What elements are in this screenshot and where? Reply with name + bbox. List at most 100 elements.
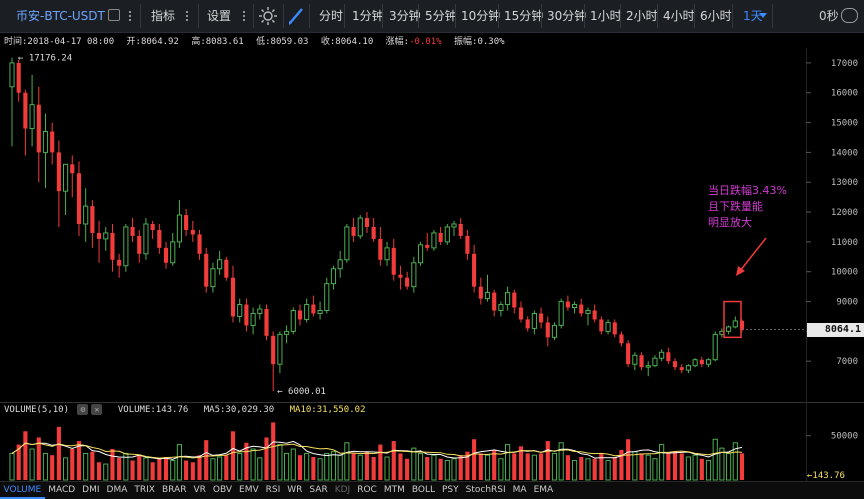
info-change-value: -0.01%: [409, 37, 442, 47]
indicator-tab-sar[interactable]: SAR: [309, 485, 328, 495]
candle-body: [391, 247, 396, 275]
candle-body: [498, 304, 504, 311]
volume-bar: [599, 453, 604, 480]
volume-bar: [364, 451, 370, 480]
period-1[interactable]: 分时: [319, 9, 344, 23]
indicator-tab-trix[interactable]: TRIX: [134, 485, 155, 495]
volume-bar: [284, 452, 290, 481]
volume-bar: [137, 455, 142, 480]
more-icon[interactable]: [125, 5, 135, 27]
close-icon[interactable]: ✕: [91, 404, 103, 415]
indicator-tab-stochrsi[interactable]: StochRSI: [465, 485, 506, 495]
indicator-tab-kdj[interactable]: KDJ: [334, 485, 351, 495]
period-7[interactable]: 30分钟: [547, 9, 587, 23]
volume-bar: [699, 458, 704, 480]
candle-body: [311, 304, 316, 314]
indicator-tab-boll[interactable]: BOLL: [411, 485, 435, 495]
symbol-selector[interactable]: 币安-BTC-USDT: [16, 9, 105, 23]
volume-bar: [492, 449, 497, 480]
candle-body: [344, 226, 350, 261]
candle-body: [639, 355, 644, 368]
chevron-down-icon[interactable]: [759, 13, 767, 18]
price-axis-label: 16000: [831, 89, 858, 99]
drawing-tool-icon[interactable]: [287, 6, 305, 26]
volume-bar: [190, 462, 195, 480]
candle-body: [558, 301, 564, 326]
theme-toggle-icon[interactable]: [258, 6, 278, 26]
candle-body: [117, 259, 122, 266]
period-10[interactable]: 4小时: [663, 9, 695, 23]
period-3[interactable]: 3分钟: [389, 9, 421, 23]
volume-bar: [378, 444, 383, 480]
volume-bar: [237, 452, 243, 481]
period-active[interactable]: 1天: [743, 9, 763, 23]
indicators-button[interactable]: 指标: [151, 9, 176, 23]
period-5[interactable]: 10分钟: [461, 9, 501, 23]
candle-body: [565, 301, 570, 308]
indicator-tab-mtm[interactable]: MTM: [383, 485, 405, 495]
indicator-tab-emv[interactable]: EMV: [239, 485, 259, 495]
settings-button[interactable]: 设置: [207, 9, 232, 23]
candle-body: [699, 359, 704, 365]
indicator-tab-vr[interactable]: VR: [193, 485, 206, 495]
candle-body: [472, 253, 477, 287]
indicator-tab-ma[interactable]: MA: [512, 485, 527, 495]
volume-bar: [117, 457, 122, 480]
indicator-tab-volume[interactable]: VOLUME: [0, 482, 45, 499]
volume-bar: [357, 454, 363, 481]
more-icon[interactable]: [239, 5, 249, 27]
period-4[interactable]: 5分钟: [425, 9, 457, 23]
candle-body: [425, 244, 430, 248]
candle-body: [224, 259, 229, 278]
candle-body: [29, 104, 35, 130]
volume-bar: [271, 422, 276, 480]
indicator-tab-macd[interactable]: MACD: [48, 485, 76, 495]
volume-bar: [619, 449, 624, 480]
indicator-tab-ema[interactable]: EMA: [533, 485, 554, 495]
indicator-tab-psy[interactable]: PSY: [442, 485, 459, 495]
indicator-tab-dmi[interactable]: DMI: [82, 485, 100, 495]
indicator-tab-obv[interactable]: OBV: [212, 485, 233, 495]
volume-bar: [672, 451, 678, 480]
ma5-value: MA5:30,029.30: [203, 405, 275, 415]
volume-bar: [726, 452, 732, 481]
period-8[interactable]: 1小时: [590, 9, 622, 23]
candle-body: [324, 283, 330, 311]
volume-bar: [685, 456, 691, 481]
candle-body: [250, 312, 256, 326]
volume-bar: [444, 460, 450, 481]
candle-body: [478, 286, 483, 299]
indicator-tab-roc[interactable]: ROC: [357, 485, 377, 495]
candle-body: [739, 320, 745, 330]
candle-body: [123, 226, 129, 267]
volume-bar: [518, 446, 524, 480]
candle-body: [351, 226, 356, 236]
price-axis-label: 17000: [831, 59, 858, 69]
info-time: 时间:2018-04-17 08:00: [4, 37, 115, 47]
period-2[interactable]: 1分钟: [352, 9, 384, 23]
period-9[interactable]: 2小时: [626, 9, 658, 23]
fullscreen-icon[interactable]: [841, 8, 858, 23]
candle-body: [176, 214, 183, 243]
more-icon[interactable]: [182, 5, 192, 27]
volume-bar: [76, 441, 82, 480]
indicator-tab-dma[interactable]: DMA: [106, 485, 128, 495]
volume-bar: [417, 452, 424, 481]
candle-body: [143, 223, 149, 255]
price-axis-label: 13000: [831, 178, 858, 188]
candle-body: [56, 152, 61, 192]
period-6[interactable]: 15分钟: [504, 9, 544, 23]
period-11[interactable]: 6小时: [700, 9, 732, 23]
volume-bar: [592, 458, 597, 480]
indicator-tab-wr[interactable]: WR: [287, 485, 303, 495]
candle-body: [492, 292, 497, 311]
candle-body: [545, 322, 550, 338]
edit-icon[interactable]: [108, 9, 120, 21]
indicator-tab-brar[interactable]: BRAR: [161, 485, 187, 495]
indicator-tab-rsi[interactable]: RSI: [265, 485, 281, 495]
volume-bar: [90, 451, 95, 480]
settings-icon[interactable]: ⚙: [77, 404, 89, 415]
candle-body: [732, 320, 738, 328]
volume-bar: [197, 455, 202, 480]
